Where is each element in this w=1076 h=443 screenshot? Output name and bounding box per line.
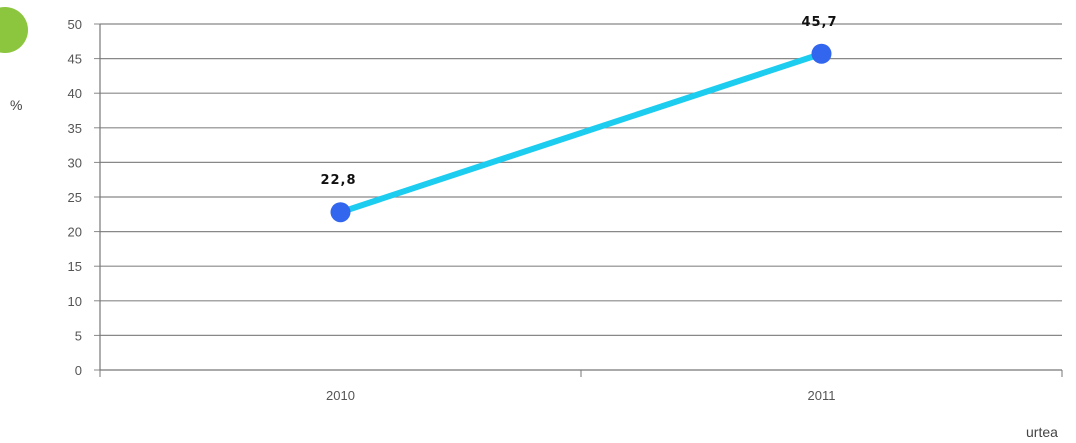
x-tick-label: 2010 [326,388,355,403]
x-tick-label: 2011 [808,388,836,403]
y-tick-label: 45 [68,52,82,67]
y-axis-title: % [10,97,22,113]
data-label: 45,7 [801,15,837,30]
y-tick-label: 25 [68,190,82,205]
gridlines [100,23,1062,336]
y-tick-label: 40 [68,86,82,101]
y-tick-label: 35 [68,121,82,136]
y-tick-label: 10 [68,294,82,309]
series-line [337,50,825,216]
series: 22,8 45,7 [320,15,837,223]
y-tick-label: 5 [75,328,82,343]
data-point [330,202,351,223]
data-label: 22,8 [320,173,356,188]
y-tick-label: 0 [75,363,82,378]
y-axis-ticks: 0 5 10 15 20 25 30 35 40 45 50 [68,17,100,378]
y-tick-label: 30 [68,155,82,170]
green-badge-icon [0,7,28,53]
y-tick-label: 20 [68,225,82,240]
x-axis-title: urtea [1026,424,1058,440]
data-point [811,43,832,64]
y-tick-label: 50 [68,17,82,32]
y-tick-label: 15 [68,259,82,274]
x-axis: 2010 2011 [99,24,1063,403]
